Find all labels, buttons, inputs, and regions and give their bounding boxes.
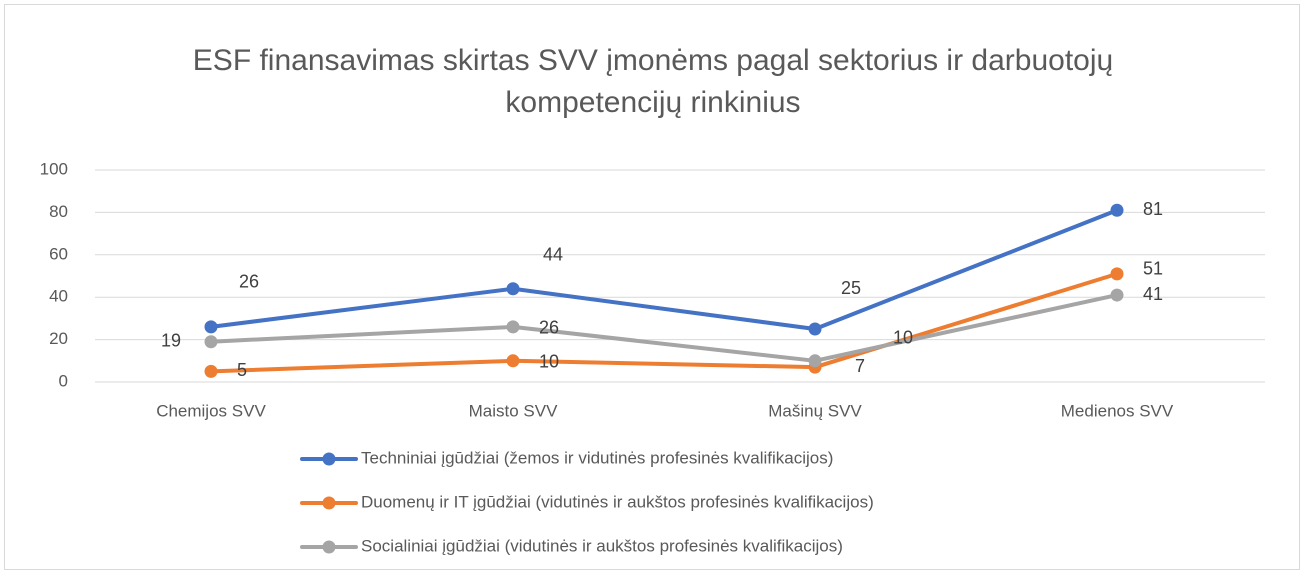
legend-marker [322, 496, 336, 510]
point [506, 320, 520, 334]
y-tick-label: 80 [49, 202, 68, 221]
point [204, 364, 218, 378]
data-label: 26 [239, 272, 259, 292]
series-line [209, 293, 1119, 363]
data-label: 41 [1143, 284, 1163, 304]
data-label: 19 [161, 330, 181, 350]
point [808, 354, 822, 368]
x-tick-label: Maisto SVV [469, 401, 558, 420]
legend-label: Socialiniai įgūdžiai (vidutinės ir aukšt… [361, 536, 843, 555]
x-tick-label: Mašinų SVV [768, 401, 862, 420]
legend-label: Techniniai įgūdžiai (žemos ir vidutinės … [361, 448, 833, 467]
data-label: 7 [855, 356, 865, 376]
point [1110, 288, 1124, 302]
series-line [209, 271, 1119, 374]
series-line [209, 208, 1119, 331]
point [204, 335, 218, 349]
data-label: 5 [237, 360, 247, 380]
point [204, 320, 218, 334]
data-label: 51 [1143, 259, 1163, 279]
legend-marker [322, 452, 336, 466]
legend-marker [322, 540, 336, 554]
data-label: 10 [539, 352, 559, 372]
chart-frame [4, 4, 1300, 570]
point [1110, 203, 1124, 217]
y-tick-label: 20 [49, 329, 68, 348]
point [506, 354, 520, 368]
chart-title: ESF finansavimas skirtas SVV įmonėms pag… [192, 44, 1114, 119]
data-label: 25 [841, 278, 861, 298]
point [1110, 267, 1124, 281]
y-tick-label: 100 [40, 159, 68, 178]
data-label: 44 [543, 244, 563, 264]
legend-label: Duomenų ir IT įgūdžiai (vidutinės ir auk… [361, 492, 874, 511]
y-tick-label: 40 [49, 287, 68, 306]
data-label: 81 [1143, 199, 1163, 219]
y-tick-label: 0 [59, 371, 68, 390]
y-tick-label: 60 [49, 244, 68, 263]
point [808, 322, 822, 336]
x-tick-label: Chemijos SVV [156, 401, 266, 420]
x-tick-label: Medienos SVV [1061, 401, 1174, 420]
point [506, 282, 520, 296]
data-label: 10 [893, 328, 913, 348]
data-label: 26 [539, 318, 559, 338]
